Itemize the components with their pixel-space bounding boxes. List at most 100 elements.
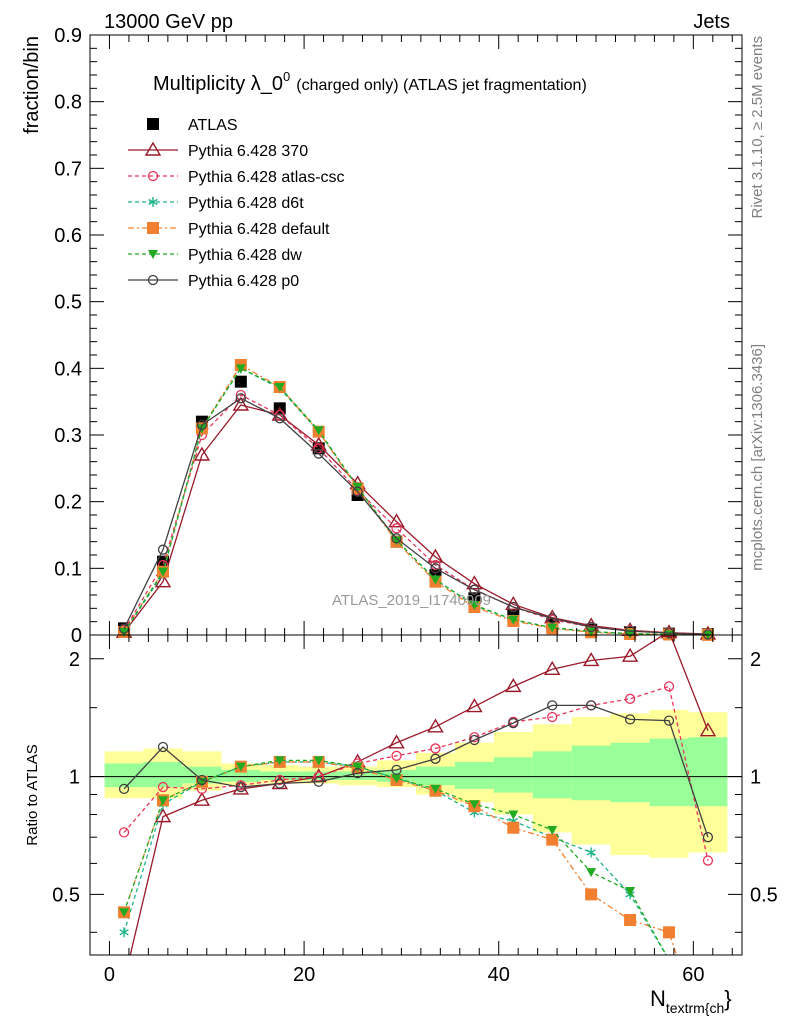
ratio-point-5-11 xyxy=(547,700,558,711)
ratio-point-0-2 xyxy=(193,791,211,806)
legend-label-2: Pythia 6.428 atlas-csc xyxy=(188,169,345,186)
ratio-point-5-3 xyxy=(235,781,246,793)
ratio-line-4 xyxy=(123,759,667,955)
main-ytick-label-5: 0.5 xyxy=(54,292,82,314)
ratio-point-3-14 xyxy=(663,926,676,939)
ratio-point-3-12 xyxy=(585,888,598,901)
ratio-point-1-7 xyxy=(391,750,402,761)
ratio-ytick-label-r-1: 1 xyxy=(750,767,761,789)
main-point-5-3 xyxy=(235,364,246,374)
ratio-uncertainty-bands xyxy=(90,709,742,858)
ratio-point-2-0 xyxy=(119,927,129,938)
legend-label-4: Pythia 6.428 default xyxy=(188,221,330,238)
main-point-5-7 xyxy=(391,536,402,546)
header-right: Jets xyxy=(693,11,730,33)
xtick-label-1: 20 xyxy=(293,964,315,986)
main-line-6 xyxy=(123,397,708,636)
x-axis-label-tail: } xyxy=(724,986,731,1011)
legend-label-5: Pythia 6.428 dw xyxy=(188,247,302,264)
main-point-1-7 xyxy=(388,513,405,528)
ratio-point-2-12 xyxy=(586,847,596,858)
legend-label-0: ATLAS xyxy=(188,117,238,134)
main-ytick-label-3: 0.3 xyxy=(54,425,82,447)
main-ytick-label-6: 0.6 xyxy=(54,225,82,247)
ratio-point-3-10 xyxy=(507,821,520,834)
ratio-point-2-12-stroke-2 xyxy=(586,849,596,856)
legend-entry-3: Pythia 6.428 d6t xyxy=(128,195,304,212)
main-point-0-3 xyxy=(234,375,247,388)
legend-label-1: Pythia 6.428 370 xyxy=(188,143,308,160)
main-series-5 xyxy=(119,364,713,640)
ratio-point-2-14 xyxy=(668,954,670,955)
legend-entry-4: Pythia 6.428 default xyxy=(128,221,330,238)
ratio-point-5-4 xyxy=(274,778,285,789)
ratio-point-4-14 xyxy=(664,956,674,965)
legend-entry-2: Pythia 6.428 atlas-csc xyxy=(128,169,345,186)
legend-marker-4 xyxy=(147,222,159,234)
ratio-point-5-9 xyxy=(469,734,480,746)
main-ytick-label-4: 0.4 xyxy=(54,358,82,380)
legend-marker-5 xyxy=(148,250,158,259)
main-ytick-label-8: 0.8 xyxy=(54,92,82,114)
legend-marker-3 xyxy=(148,197,158,207)
main-point-5-2 xyxy=(196,424,207,434)
main-point-5-4 xyxy=(274,383,285,392)
legend-entry-6: Pythia 6.428 p0 xyxy=(128,273,299,290)
main-point-2-3 xyxy=(235,389,246,401)
ratio-line-1 xyxy=(123,685,709,861)
legend-marker-1 xyxy=(144,141,162,156)
band-green-11 xyxy=(532,751,572,799)
ratio-point-1-8 xyxy=(430,743,441,754)
ratio-point-5-14 xyxy=(663,715,675,726)
main-point-2-7 xyxy=(391,523,402,534)
main-point-5-9 xyxy=(469,601,480,610)
ratio-point-1-14 xyxy=(663,681,675,692)
ratio-ytick-label-r-2: 2 xyxy=(750,649,761,671)
main-point-5-11 xyxy=(547,623,558,633)
ratio-point-4-12 xyxy=(586,868,597,878)
ratio-point-4-1 xyxy=(157,796,168,806)
ratio-point-5-0 xyxy=(118,783,130,795)
rivet-label: Rivet 3.1.10, ≥ 2.5M events xyxy=(749,36,766,219)
ratio-point-5-6 xyxy=(352,768,363,779)
band-green-9 xyxy=(454,761,494,789)
ratio-point-4-9 xyxy=(469,800,480,810)
ratio-point-0-11 xyxy=(544,660,561,675)
ratio-point-5-1 xyxy=(157,741,169,753)
ratio-point-1-11 xyxy=(547,711,558,723)
legend-entry-1: Pythia 6.428 370 xyxy=(128,141,308,160)
ratio-point-1-13 xyxy=(624,693,636,704)
band-green-8 xyxy=(416,766,455,786)
ratio-series-4 xyxy=(119,756,674,965)
band-green-10 xyxy=(493,757,533,793)
ratio-point-4-8 xyxy=(430,784,441,794)
band-green-5 xyxy=(299,771,339,780)
main-point-6-2 xyxy=(196,419,208,431)
ratio-point-4-5 xyxy=(313,756,324,766)
ratio-point-1-1 xyxy=(157,781,169,793)
ratio-point-1-15 xyxy=(702,855,714,866)
main-point-6-3 xyxy=(235,393,246,404)
band-green-14 xyxy=(649,738,689,807)
ratio-point-0-13 xyxy=(621,647,639,662)
ratio-point-4-0 xyxy=(119,908,130,918)
ratio-point-0-10 xyxy=(505,677,522,693)
ratio-point-0-12 xyxy=(582,652,600,667)
main-point-5-1 xyxy=(157,567,168,577)
main-point-1-2 xyxy=(193,446,211,461)
ratio-point-4-3 xyxy=(235,762,246,772)
legend-marker-3-stroke-2 xyxy=(148,198,158,206)
legend: ATLAS Pythia 6.428 370 Pythia 6.428 atlas-… xyxy=(128,117,345,290)
ratio-point-0-15 xyxy=(699,722,717,737)
header-left: 13000 GeV pp xyxy=(104,11,233,33)
ratio-point-5-8 xyxy=(430,753,441,764)
main-line-5 xyxy=(123,367,708,636)
legend-entry-0: ATLAS xyxy=(147,117,238,134)
xtick-label-3: 60 xyxy=(682,964,704,986)
ratio-point-4-7 xyxy=(391,774,402,784)
ratio-point-4-10 xyxy=(508,810,519,820)
ratio-point-4-6 xyxy=(352,762,363,772)
xtick-label-0: 0 xyxy=(104,964,115,986)
main-series-6 xyxy=(118,393,714,640)
